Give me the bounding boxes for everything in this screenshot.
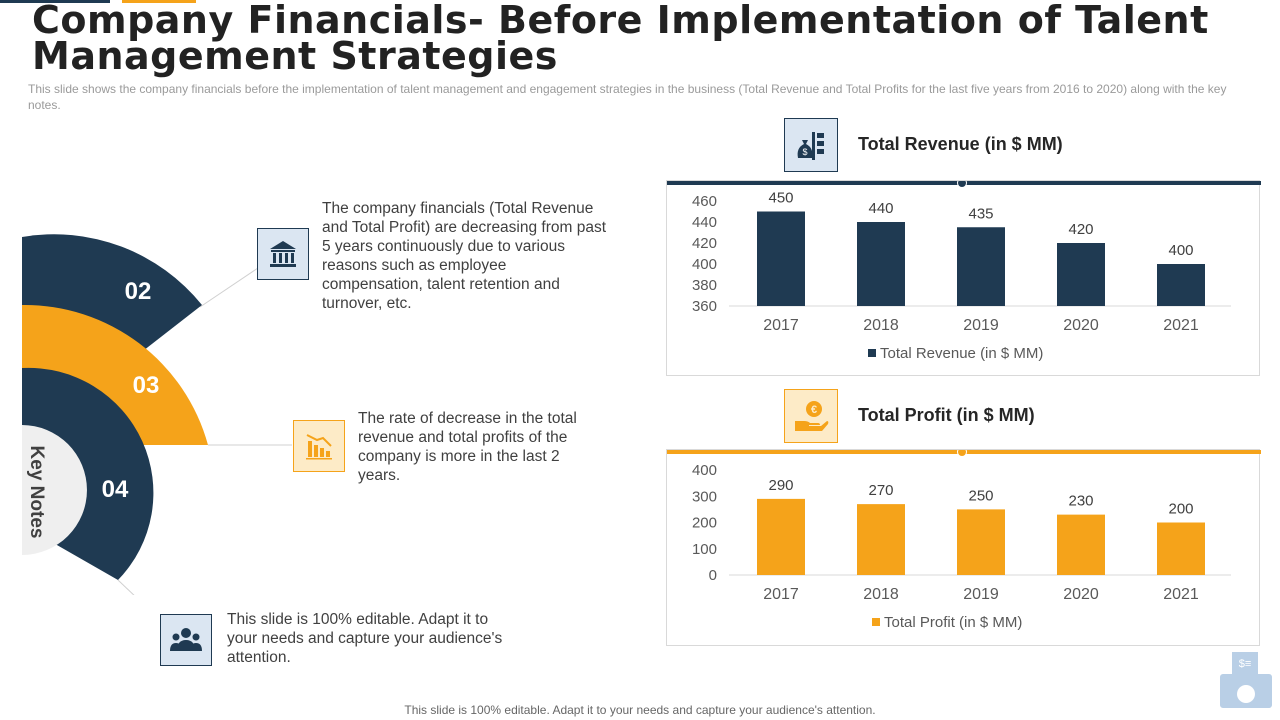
profit-data-label-2020: 230 — [1068, 493, 1093, 510]
profit-chart-panel: 0 100 200 300 400 290 2017 270 2018 250 2019 230 202… — [666, 447, 1261, 646]
revenue-ytick-440: 440 — [692, 214, 717, 231]
profit-xtick-2019: 2019 — [963, 586, 999, 603]
revenue-legend-label: Total Revenue (in $ MM) — [880, 345, 1043, 362]
note-04-text: This slide is 100% editable. Adapt it to… — [227, 611, 503, 666]
revenue-bar-2020 — [1057, 243, 1105, 306]
revenue-xtick-2017: 2017 — [763, 317, 799, 334]
revenue-bar-2017 — [757, 211, 805, 306]
revenue-bar-2018 — [857, 222, 905, 306]
profit-xtick-2017: 2017 — [763, 586, 799, 603]
revenue-data-label-2021: 400 — [1168, 242, 1193, 259]
revenue-legend-swatch — [868, 349, 876, 357]
svg-text:€: € — [811, 404, 817, 416]
key-notes-hub — [22, 425, 87, 555]
profit-top-dot — [957, 447, 967, 457]
profit-ytick-300: 300 — [692, 488, 717, 505]
bank-icon — [257, 228, 309, 280]
profit-bar-2018 — [857, 504, 905, 575]
profit-bar-2017 — [757, 498, 805, 575]
revenue-xtick-2019: 2019 — [963, 317, 999, 334]
revenue-ytick-420: 420 — [692, 235, 717, 252]
profit-ytick-0: 0 — [709, 567, 717, 584]
revenue-ytick-460: 460 — [692, 193, 717, 210]
revenue-top-dot — [957, 178, 967, 188]
revenue-data-label-2017: 450 — [768, 190, 793, 207]
revenue-ytick-380: 380 — [692, 277, 717, 294]
profit-ytick-200: 200 — [692, 515, 717, 532]
revenue-data-label-2019: 435 — [968, 205, 993, 222]
profit-chart: 0 100 200 300 400 290 2017 270 2018 250 2019 230 202… — [667, 447, 1261, 631]
profit-data-label-2017: 290 — [768, 477, 793, 494]
revenue-chart: 360 380 400 420 440 460 450 2017 440 2018 435 2019 4… — [667, 178, 1261, 362]
revenue-chart-panel: 360 380 400 420 440 460 450 2017 440 2018 435 2019 4… — [666, 178, 1261, 376]
revenue-bar-2019 — [957, 227, 1005, 306]
profit-data-label-2019: 250 — [968, 487, 993, 504]
profit-bar-2019 — [957, 509, 1005, 575]
profit-bar-2020 — [1057, 514, 1105, 575]
svg-text:$≡: $≡ — [1239, 658, 1252, 670]
page-subtitle: This slide shows the company financials … — [28, 82, 1227, 112]
euro-hand-icon: € — [784, 389, 838, 443]
fan-number-02: 02 — [125, 278, 152, 305]
profit-data-label-2018: 270 — [868, 482, 893, 499]
key-notes-fan: 02 03 04 Key Notes — [22, 234, 292, 595]
revenue-xtick-2021: 2021 — [1163, 317, 1199, 334]
revenue-data-label-2020: 420 — [1068, 221, 1093, 238]
revenue-ytick-360: 360 — [692, 298, 717, 315]
page-title: Company Financials- Before Implementatio… — [32, 0, 1209, 78]
fan-number-04: 04 — [102, 476, 129, 503]
profit-legend-label: Total Profit (in $ MM) — [884, 614, 1022, 631]
note-03-text: The rate of decrease in the total revenu… — [358, 410, 577, 484]
note-02-text: The company financials (Total Revenue an… — [322, 200, 607, 312]
top-accent-navy — [0, 0, 110, 3]
team-icon — [160, 614, 212, 666]
revenue-ytick-400: 400 — [692, 256, 717, 273]
profit-ytick-100: 100 — [692, 541, 717, 558]
fan-number-03: 03 — [133, 372, 160, 399]
revenue-xtick-2018: 2018 — [863, 317, 899, 334]
profit-chart-title: Total Profit (in $ MM) — [858, 405, 1035, 425]
key-notes-label: Key Notes — [26, 446, 47, 539]
svg-text:$: $ — [802, 147, 807, 157]
revenue-xtick-2020: 2020 — [1063, 317, 1099, 334]
profit-xtick-2020: 2020 — [1063, 586, 1099, 603]
top-accent-orange — [122, 0, 196, 3]
revenue-chart-title: Total Revenue (in $ MM) — [858, 134, 1063, 154]
invoice-printer-icon: $≡ — [1220, 652, 1272, 708]
revenue-bar-2021 — [1157, 264, 1205, 306]
profit-legend-swatch — [872, 618, 880, 626]
profit-data-label-2021: 200 — [1168, 501, 1193, 518]
money-bag-chart-icon: $ — [784, 118, 838, 172]
footer-note: This slide is 100% editable. Adapt it to… — [404, 703, 876, 717]
revenue-data-label-2018: 440 — [868, 200, 893, 217]
profit-xtick-2021: 2021 — [1163, 586, 1199, 603]
profit-ytick-400: 400 — [692, 462, 717, 479]
profit-xtick-2018: 2018 — [863, 586, 899, 603]
declining-chart-icon — [293, 420, 345, 472]
profit-bar-2021 — [1157, 522, 1205, 575]
